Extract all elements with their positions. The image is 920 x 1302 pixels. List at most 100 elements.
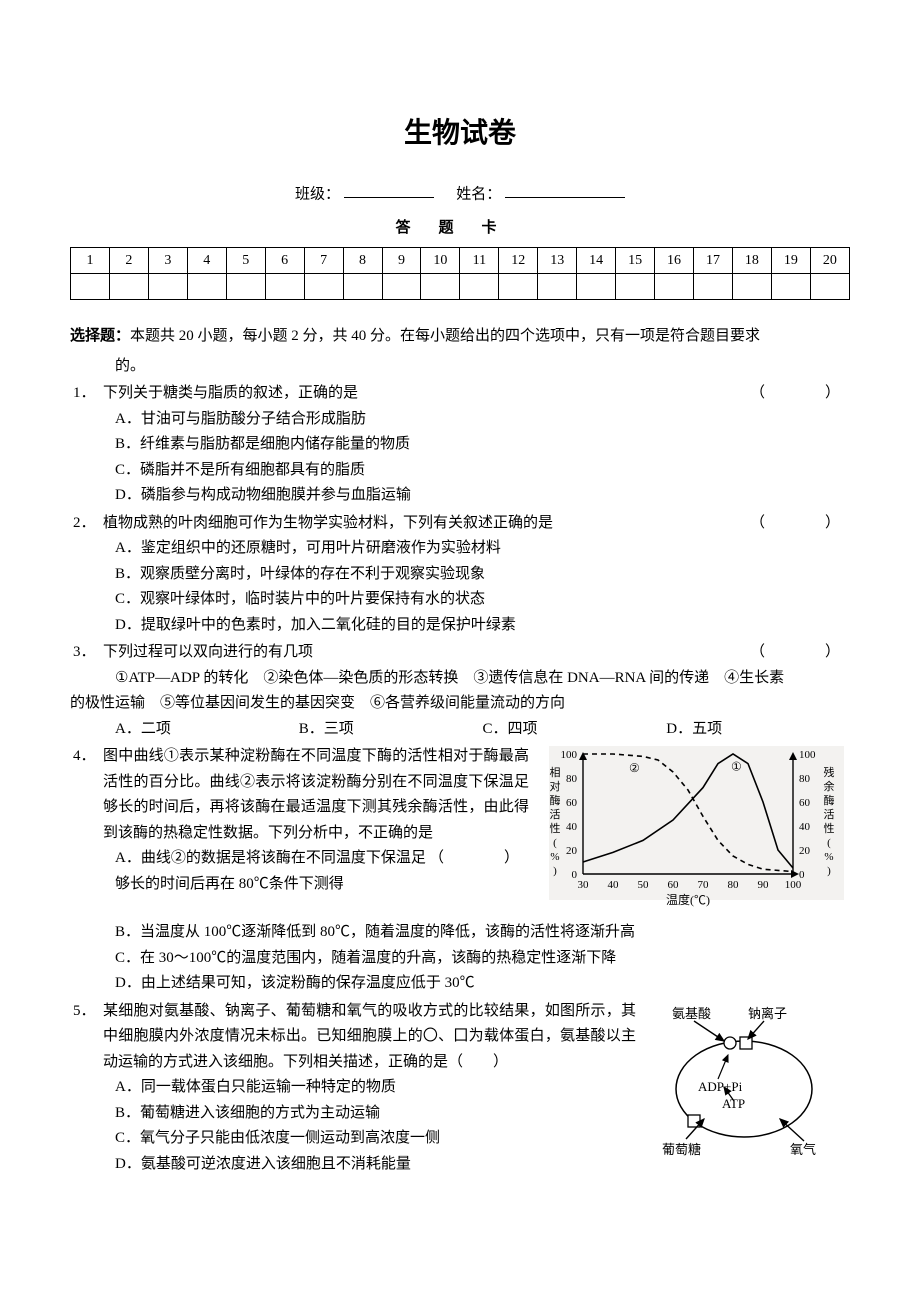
- ac-blank: [226, 274, 265, 300]
- ac-cell: 8: [343, 248, 382, 274]
- q5-stem: 某细胞对氨基酸、钠离子、葡萄糖和氧气的吸收方式的比较结果，如图所示，其中细胞膜内…: [103, 1003, 636, 1070]
- ac-blank: [421, 274, 460, 300]
- q3-B: B．三项: [299, 717, 483, 743]
- ac-cell: 2: [109, 248, 148, 274]
- q5-num: 5．: [73, 999, 96, 1025]
- ac-blank: [732, 274, 771, 300]
- svg-text:50: 50: [638, 879, 650, 891]
- question-3: 3． 下列过程可以双向进行的有几项 （ ） ①ATP—ADP 的转化 ②染色体—…: [70, 640, 850, 742]
- ac-blank: [187, 274, 226, 300]
- question-2: 2． 植物成熟的叶肉细胞可作为生物学实验材料，下列有关叙述正确的是 （ ） A．…: [70, 511, 850, 639]
- ac-cell: 4: [187, 248, 226, 274]
- svg-text:%: %: [824, 851, 833, 863]
- section-head: 选择题：本题共 20 小题，每小题 2 分，共 40 分。在每小题给出的四个选项…: [70, 324, 850, 350]
- svg-text:100: 100: [785, 879, 802, 891]
- q1-C: C．磷脂并不是所有细胞都具有的脂质: [115, 458, 850, 484]
- q1-D: D．磷脂参与构成动物细胞膜并参与血脂运输: [115, 483, 850, 509]
- q5-label-glucose: 葡萄糖: [662, 1139, 701, 1161]
- ac-blank: [382, 274, 421, 300]
- svg-text:温度(℃): 温度(℃): [666, 892, 710, 907]
- q4-stem-1: 图中曲线①表示某种淀粉酶在不同温度下酶的活性相对于酶最高活性的百分比。曲线②表示…: [103, 748, 529, 841]
- ac-blank: [148, 274, 187, 300]
- ac-cell: 13: [538, 248, 577, 274]
- class-blank: [344, 182, 434, 199]
- q2-num: 2．: [73, 511, 96, 537]
- q3-paren: （ ）: [750, 640, 850, 666]
- ac-blank: [499, 274, 538, 300]
- svg-text:): ): [827, 865, 831, 877]
- ac-blank: [694, 274, 733, 300]
- q4-C: C．在 30～100℃的温度范围内，随着温度的升高，该酶的热稳定性逐渐下降: [115, 946, 850, 972]
- q5-label-o2: 氧气: [790, 1139, 816, 1161]
- svg-text:70: 70: [698, 879, 710, 891]
- q2-A: A．鉴定组织中的还原糖时，可用叶片研磨液作为实验材料: [115, 536, 850, 562]
- q4-D: D．由上述结果可知，该淀粉酶的保存温度应低于 30℃: [115, 971, 850, 997]
- svg-text:80: 80: [728, 879, 740, 891]
- q4-num: 4．: [73, 744, 96, 770]
- ac-cell: 1: [71, 248, 110, 274]
- q4-B: B．当温度从 100℃逐渐降低到 80℃，随着温度的降低，该酶的活性将逐渐升高: [115, 920, 850, 946]
- ac-cell: 20: [810, 248, 849, 274]
- ac-cell: 15: [616, 248, 655, 274]
- q2-C: C．观察叶绿体时，临时装片中的叶片要保持有水的状态: [115, 587, 850, 613]
- ac-cell: 10: [421, 248, 460, 274]
- q1-B: B．纤维素与脂肪都是细胞内储存能量的物质: [115, 432, 850, 458]
- q5-label-atp: ATP: [722, 1093, 745, 1115]
- q3-items-2: 的极性运输 ⑤等位基因间发生的基因突变 ⑥各营养级间能量流动的方向: [70, 691, 850, 717]
- ac-cell: 18: [732, 248, 771, 274]
- ac-cell: 16: [655, 248, 694, 274]
- svg-text:20: 20: [566, 845, 578, 857]
- section-label: 选择题：: [70, 328, 130, 344]
- q3-D: D．五项: [666, 717, 850, 743]
- ac-cell: 6: [265, 248, 304, 274]
- ac-cell: 3: [148, 248, 187, 274]
- ac-cell: 5: [226, 248, 265, 274]
- answer-card-label: 答题卡: [70, 216, 850, 242]
- ac-blank: [109, 274, 148, 300]
- question-4: 0204060801000204060801003040506070809010…: [70, 744, 850, 920]
- ac-cell: 7: [304, 248, 343, 274]
- ac-blank: [771, 274, 810, 300]
- q2-B: B．观察质壁分离时，叶绿体的存在不利于观察实验现象: [115, 562, 850, 588]
- ac-blank: [655, 274, 694, 300]
- q3-stem: 下列过程可以双向进行的有几项: [103, 644, 313, 660]
- ac-cell: 17: [694, 248, 733, 274]
- class-label: 班级：: [295, 186, 340, 202]
- question-1: 1． 下列关于糖类与脂质的叙述，正确的是 （ ） A．甘油可与脂肪酸分子结合形成…: [70, 381, 850, 509]
- answer-card-table: 1 2 3 4 5 6 7 8 9 10 11 12 13 14 15 16 1…: [70, 247, 850, 300]
- q2-D: D．提取绿叶中的色素时，加入二氧化硅的目的是保护叶绿素: [115, 613, 850, 639]
- q3-C: C．四项: [483, 717, 667, 743]
- section-desc-2: 的。: [70, 354, 850, 380]
- svg-text:60: 60: [668, 879, 680, 891]
- svg-text:40: 40: [608, 879, 620, 891]
- q1-paren: （ ）: [750, 381, 850, 407]
- svg-text:%: %: [550, 851, 559, 863]
- q3-A: A．二项: [115, 717, 299, 743]
- q4-paren: （ ）: [429, 846, 529, 872]
- ac-blank: [304, 274, 343, 300]
- q1-stem: 下列关于糖类与脂质的叙述，正确的是: [103, 385, 358, 401]
- svg-text:): ): [553, 865, 557, 877]
- ac-blank: [343, 274, 382, 300]
- q4-options-rest: B．当温度从 100℃逐渐降低到 80℃，随着温度的降低，该酶的活性将逐渐升高 …: [70, 920, 850, 997]
- svg-text:30: 30: [578, 879, 590, 891]
- q1-A: A．甘油可与脂肪酸分子结合形成脂肪: [115, 407, 850, 433]
- answer-card-header-row: 1 2 3 4 5 6 7 8 9 10 11 12 13 14 15 16 1…: [71, 248, 850, 274]
- ac-cell: 12: [499, 248, 538, 274]
- q2-stem: 植物成熟的叶肉细胞可作为生物学实验材料，下列有关叙述正确的是: [103, 515, 553, 531]
- name-label: 姓名：: [456, 186, 501, 202]
- ac-blank: [616, 274, 655, 300]
- svg-text:20: 20: [799, 845, 811, 857]
- q3-items-1: ①ATP—ADP 的转化 ②染色体—染色质的形态转换 ③遗传信息在 DNA—RN…: [70, 666, 850, 692]
- ac-blank: [460, 274, 499, 300]
- answer-card-blank-row: [71, 274, 850, 300]
- q3-num: 3．: [73, 640, 96, 666]
- ac-blank: [71, 274, 110, 300]
- header-line: 班级： 姓名：: [70, 182, 850, 208]
- ac-cell: 19: [771, 248, 810, 274]
- q2-paren: （ ）: [750, 511, 850, 537]
- section-desc-1: 本题共 20 小题，每小题 2 分，共 40 分。在每小题给出的四个选项中，只有…: [130, 328, 760, 344]
- ac-cell: 14: [577, 248, 616, 274]
- ac-cell: 11: [460, 248, 499, 274]
- svg-text:90: 90: [758, 879, 770, 891]
